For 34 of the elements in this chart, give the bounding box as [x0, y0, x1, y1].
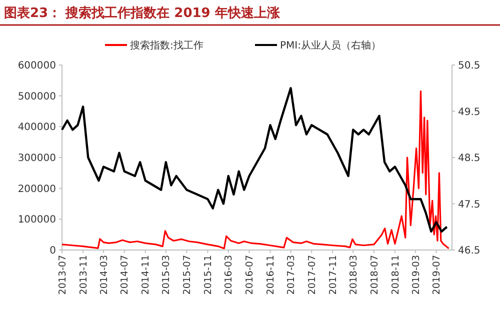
y-tick-label: 500000: [18, 91, 56, 102]
x-tick-label: 2016-07: [244, 255, 256, 295]
x-tick-label: 2017-07: [306, 255, 318, 295]
x-tick-label: 2019-07: [432, 255, 443, 295]
x-tick-label: 2014-11: [140, 255, 152, 295]
y-tick-label: 0: [50, 246, 56, 256]
x-tick-label: 2013-11: [78, 255, 90, 295]
y-tick-label: 100000: [18, 214, 56, 226]
y2-tick-label: 46.5: [458, 246, 480, 256]
legend-label: 搜索指数:找工作: [130, 40, 204, 52]
x-tick-label: 2015-03: [161, 255, 172, 295]
x-tick-label: 2015-11: [203, 255, 214, 295]
x-tick-label: 2019-03: [410, 255, 422, 295]
chart-title: 图表23： 搜索找工作指数在 2019 年快速上涨: [4, 5, 281, 21]
x-tick-label: 2013-07: [57, 255, 68, 295]
y-tick-label: 600000: [18, 60, 56, 72]
legend-label: PMI:从业人员（右轴）: [280, 40, 381, 52]
x-tick-label: 2016-03: [224, 255, 235, 295]
y2-tick-label: 47.5: [458, 199, 480, 210]
y2-tick-label: 50.5: [458, 60, 480, 72]
x-tick-label: 2018-11: [390, 255, 402, 295]
x-tick-label: 2018-07: [369, 255, 380, 295]
x-tick-label: 2014-07: [120, 255, 131, 295]
x-tick-label: 2014-03: [98, 255, 110, 295]
y-tick-label: 200000: [18, 184, 56, 195]
x-tick-label: 2015-07: [182, 255, 194, 295]
x-tick-label: 2017-11: [328, 255, 339, 295]
x-tick-label: 2018-03: [348, 255, 360, 295]
y-tick-label: 400000: [18, 122, 56, 134]
y2-tick-label: 49.5: [458, 106, 480, 118]
y2-tick-label: 48.5: [458, 153, 480, 164]
y-tick-label: 300000: [18, 153, 56, 164]
x-tick-label: 2016-11: [266, 255, 277, 295]
x-tick-label: 2017-03: [286, 255, 298, 295]
